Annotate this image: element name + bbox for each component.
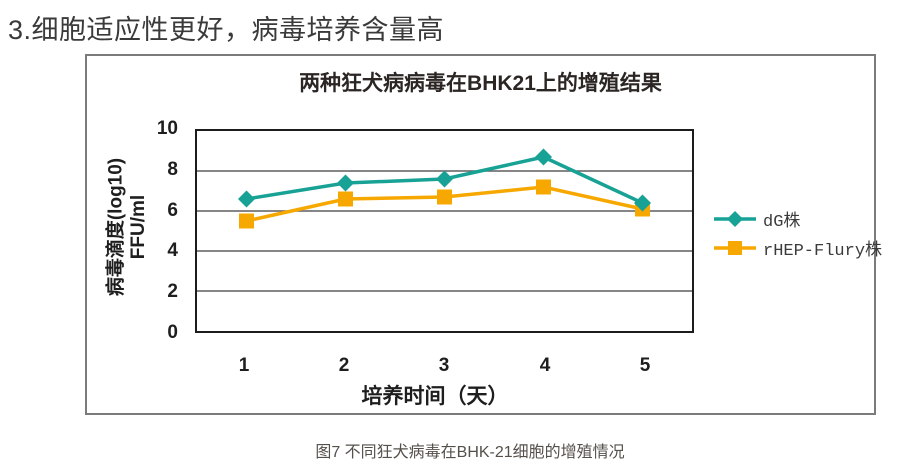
x-tick-label: 3 xyxy=(438,355,450,376)
diamond-marker-icon xyxy=(714,211,756,227)
figure-caption: 图7 不同狂犬病毒在BHK-21细胞的增殖情况 xyxy=(315,444,625,461)
legend-label: rHEP-Flury株 xyxy=(763,242,883,261)
y-tick-label: 0 xyxy=(167,322,178,343)
x-tick-label: 2 xyxy=(338,355,350,376)
line-chart xyxy=(197,148,692,292)
legend-label: dG株 xyxy=(763,213,801,232)
y-tick-label: 4 xyxy=(167,240,178,261)
x-tick-label: 5 xyxy=(639,355,651,376)
square-marker-icon xyxy=(714,241,756,255)
page-title: 3.细胞适应性更好，病毒培养含量高 xyxy=(8,15,445,45)
chart-title: 两种狂犬病病毒在BHK21上的增殖结果 xyxy=(299,72,662,95)
chart-panel: 两种狂犬病病毒在BHK21上的增殖结果 病毒滴度(log10) FFU/ml 1… xyxy=(85,54,882,415)
plot-area xyxy=(195,129,694,333)
legend-item-dg: dG株 xyxy=(714,206,882,232)
y-tick-label: 6 xyxy=(167,200,178,221)
x-tick-label: 4 xyxy=(539,355,551,376)
legend: dG株 rHEP-Flury株 xyxy=(714,206,882,264)
x-axis-label: 培养时间（天） xyxy=(361,385,509,408)
y-tick-label: 2 xyxy=(167,281,178,302)
y-tick-label: 8 xyxy=(167,159,178,180)
x-tick-label: 1 xyxy=(238,355,250,376)
y-tick-label: 10 xyxy=(156,118,178,139)
legend-item-rhep-flury: rHEP-Flury株 xyxy=(714,235,882,261)
